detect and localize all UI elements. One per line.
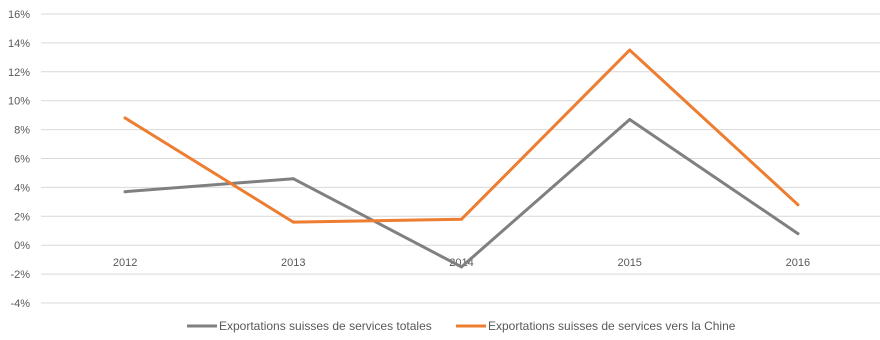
- y-tick-label: -2%: [10, 269, 30, 281]
- x-tick-label: 2013: [281, 257, 305, 269]
- y-tick-label: 4%: [14, 182, 30, 194]
- y-tick-label: 6%: [14, 154, 30, 166]
- y-axis-ticks: 16% 14% 12% 10% 8% 6% 4% 2% 0% -2% -4%: [8, 9, 30, 310]
- data-point: [123, 116, 127, 120]
- x-axis-ticks: 2012 2013 2014 2015 2016: [113, 257, 810, 269]
- y-tick-label: 10%: [8, 96, 30, 108]
- x-tick-label: 2016: [786, 257, 810, 269]
- data-point: [796, 203, 800, 207]
- y-tick-label: 16%: [8, 9, 30, 21]
- data-point: [460, 217, 463, 221]
- x-tick-label: 2012: [113, 257, 137, 269]
- legend: Exportations suisses de services totales…: [187, 319, 736, 333]
- data-point: [291, 177, 295, 181]
- y-tick-label: 14%: [8, 38, 30, 50]
- data-point: [796, 232, 800, 236]
- x-tick-label: 2015: [617, 257, 641, 269]
- data-point: [628, 117, 632, 121]
- data-point: [628, 48, 632, 52]
- y-tick-label: 2%: [14, 211, 30, 223]
- legend-label: Exportations suisses de services vers la…: [488, 319, 736, 333]
- y-tick-label: 8%: [14, 125, 30, 137]
- data-point: [123, 190, 127, 194]
- y-tick-label: 12%: [8, 67, 30, 79]
- series-lines: [123, 48, 800, 269]
- data-point: [460, 265, 463, 269]
- y-tick-label: 0%: [14, 240, 30, 252]
- series-line-2: [123, 48, 800, 224]
- legend-label: Exportations suisses de services totales: [219, 319, 432, 333]
- data-point: [291, 220, 295, 224]
- y-tick-label: -4%: [10, 298, 30, 310]
